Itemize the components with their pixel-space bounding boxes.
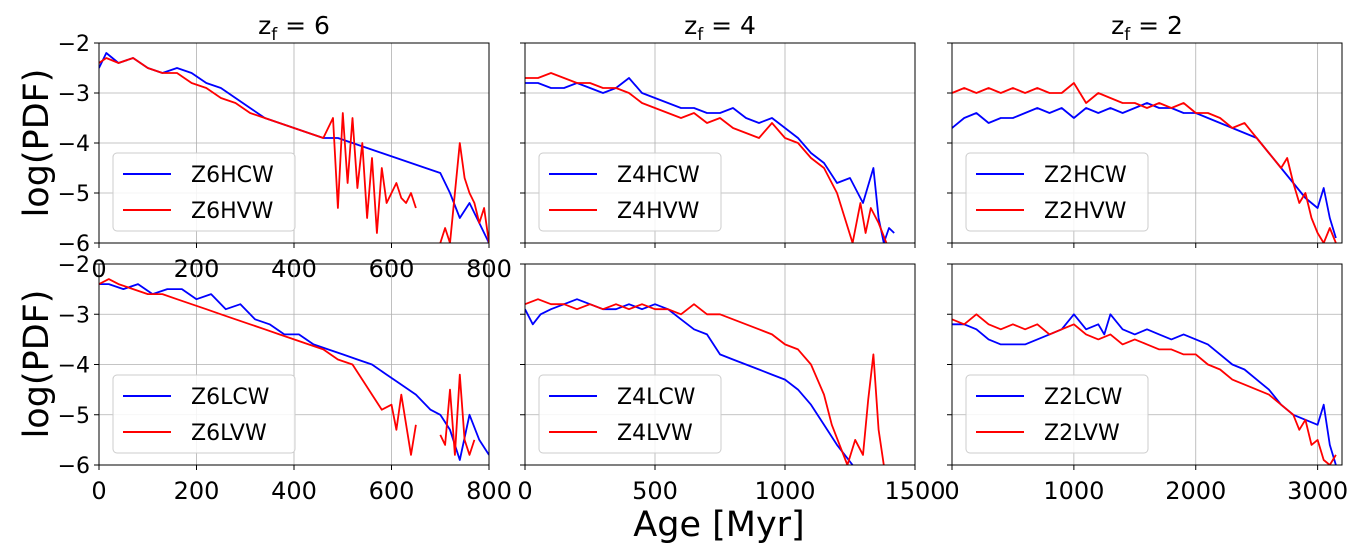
y-tick-label: −6 — [58, 454, 90, 479]
legend: Z2LCW Z2LVW — [965, 374, 1149, 454]
panel-4: 0 200 400 600 800 −6 −5 −4 −3 −2 Z6LCW Z6LVW — [58, 253, 512, 505]
y-tick-label: −3 — [58, 303, 90, 328]
y-axis-label-bottom: log(PDF) — [17, 290, 57, 439]
legend-label-z4lvw: Z4LVW — [617, 421, 693, 446]
y-tick-label: −6 — [58, 232, 90, 257]
legend-label-z2hvw: Z2HVW — [1044, 199, 1127, 224]
panel-title: zf = 2 — [1111, 11, 1183, 45]
series-line-z6lvw — [99, 278, 476, 456]
x-tick-label: 1000 — [754, 477, 815, 505]
legend: Z4LCW Z4LVW — [538, 374, 722, 454]
legend-label-z4lcw: Z4LCW — [617, 385, 696, 410]
x-tick-label: 0 — [517, 477, 532, 505]
legend: Z2HCW Z2HVW — [965, 152, 1149, 232]
legend-box — [965, 374, 1149, 454]
y-tick-label: −3 — [58, 82, 90, 107]
series-line-z6hvw — [99, 57, 489, 243]
x-tick-label: 2000 — [1165, 477, 1226, 505]
series-line-z6lcw — [99, 283, 489, 461]
y-tick-label: −2 — [58, 253, 90, 278]
legend-label-z2lvw: Z2LVW — [1044, 421, 1120, 446]
legend-box — [112, 152, 296, 232]
x-tick-label: 800 — [466, 477, 512, 505]
legend-label-z4hvw: Z4HVW — [617, 199, 700, 224]
series-line-z4lcw — [525, 298, 854, 465]
y-tick-label: −5 — [58, 404, 90, 429]
x-tick-label: 1000 — [1043, 477, 1104, 505]
legend-label-z6hcw: Z6HCW — [191, 163, 274, 188]
y-axis-label-top: log(PDF) — [17, 69, 57, 218]
series-line-z2lvw — [952, 313, 1337, 465]
x-tick-label: 0 — [91, 477, 106, 505]
legend: Z6LCW Z6LVW — [112, 374, 296, 454]
x-tick-label: 0 — [944, 477, 959, 505]
x-axis-label: Age [Myr] — [633, 505, 804, 545]
panel-6: 0 1000 2000 3000 Z2LCW Z2LVW — [944, 263, 1348, 505]
legend: Z6HCW Z6HVW — [112, 152, 296, 232]
panel-5: 0 500 1000 1500 Z4LCW Z4LVW — [517, 263, 946, 505]
y-tick-label: −4 — [58, 132, 90, 157]
legend-box — [538, 152, 722, 232]
legend-label-z4hcw: Z4HCW — [617, 163, 700, 188]
legend-box — [538, 374, 722, 454]
series-line-z2hvw — [952, 82, 1337, 243]
x-tick-label: 600 — [369, 477, 415, 505]
y-tick-label: −2 — [58, 32, 90, 57]
series-line-z4lvw — [525, 298, 885, 465]
series-line-z4hcw — [525, 77, 895, 243]
x-tick-label: 1500 — [884, 477, 945, 505]
y-tick-label: −4 — [58, 354, 90, 379]
x-tick-label: 200 — [174, 477, 220, 505]
panel-3: zf = 2 Z2HCW Z2HVW — [947, 11, 1343, 248]
x-tick-label: 3000 — [1287, 477, 1348, 505]
legend-box — [965, 152, 1149, 232]
x-tick-label: 400 — [271, 477, 317, 505]
legend-label-z2hcw: Z2HCW — [1044, 163, 1127, 188]
legend-label-z6hvw: Z6HVW — [191, 199, 274, 224]
panel-title: zf = 6 — [258, 11, 330, 45]
panels: 0 200 400 600 800 −6 −5 −4 −3 −2 zf = 6 Z6HCW Z6HVW z… — [58, 11, 1349, 505]
legend-box — [112, 374, 296, 454]
x-tick-label: 500 — [632, 477, 678, 505]
panel-title: zf = 4 — [684, 11, 756, 45]
legend-label-z6lvw: Z6LVW — [191, 421, 267, 446]
y-tick-label: −5 — [58, 182, 90, 207]
series-line-z4hvw — [525, 72, 888, 243]
panel-2: zf = 4 Z4HCW Z4HVW — [520, 11, 916, 248]
legend: Z4HCW Z4HVW — [538, 152, 722, 232]
legend-label-z6lcw: Z6LCW — [191, 385, 270, 410]
legend-label-z2lcw: Z2LCW — [1044, 385, 1123, 410]
